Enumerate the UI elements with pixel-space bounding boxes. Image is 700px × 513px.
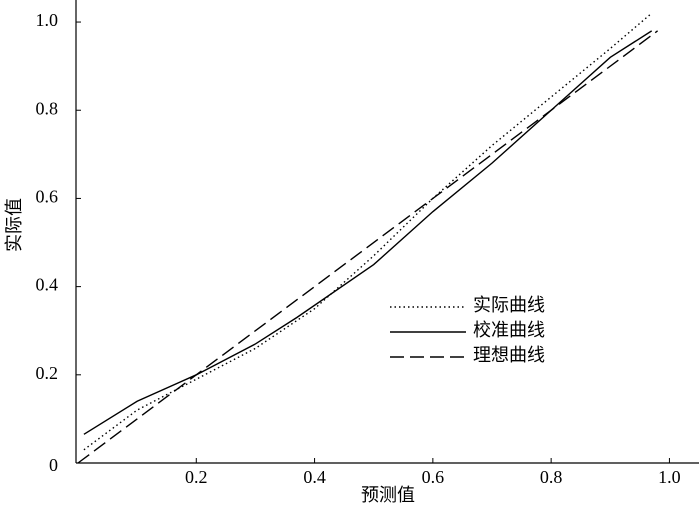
y-tick-label: 1.0 [36,10,59,30]
legend-label: 校准曲线 [473,320,545,340]
series-line [83,12,653,451]
y-tick-label: 0.4 [36,275,59,295]
y-tick-label: 0.2 [36,363,59,383]
x-axis-label: 预测值 [361,485,415,505]
y-axis-label: 实际值 [4,198,24,252]
x-tick-label: 0.2 [185,467,208,487]
x-tick-label: 0.8 [540,467,563,487]
y-tick-label: 0.8 [36,98,59,118]
y-tick-label: 0 [49,455,58,475]
x-tick-label: 1.0 [658,467,681,487]
legend-label: 实际曲线 [473,295,545,315]
legend-label: 理想曲线 [473,345,545,365]
x-tick-label: 0.4 [303,467,326,487]
series-line [77,30,659,464]
x-tick-label: 0.6 [422,467,445,487]
series-line [83,30,653,435]
y-tick-label: 0.6 [36,187,59,207]
